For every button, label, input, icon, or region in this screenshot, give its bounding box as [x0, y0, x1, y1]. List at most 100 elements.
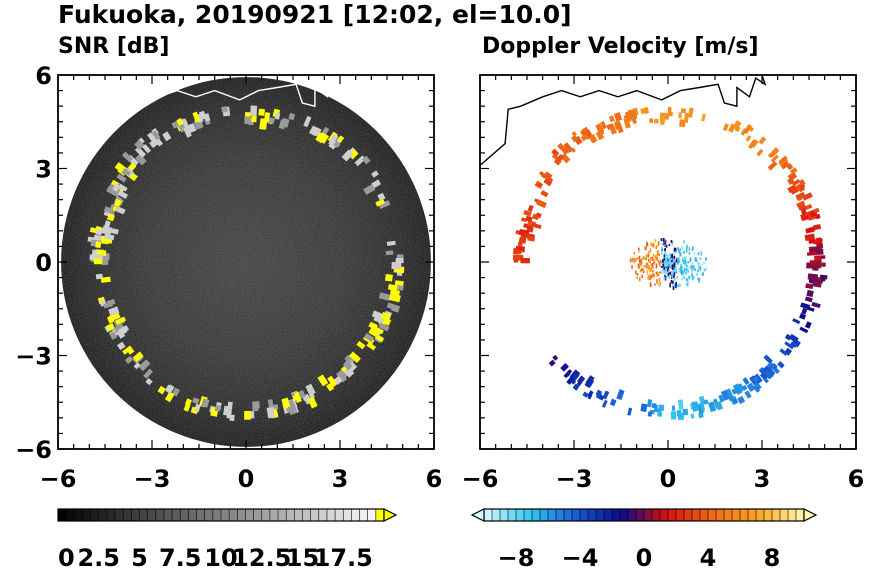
snr-colorbar-label: 7.5	[159, 544, 202, 570]
snr-noise-speckle	[61, 77, 431, 447]
dop-colorbar-cell	[548, 509, 557, 521]
coastline	[58, 75, 345, 166]
dop-colorbar-cell	[492, 509, 501, 521]
snr-xtick-label: 6	[426, 465, 443, 493]
snr-xtick-label: −3	[134, 465, 171, 493]
snr-colorbar-label: 15	[286, 544, 319, 570]
snr-colorbar-cell	[359, 509, 368, 521]
snr-panel-title: SNR [dB]	[58, 34, 170, 59]
snr-colorbar-cell	[66, 509, 75, 521]
snr-colorbar-cell	[131, 509, 140, 521]
dop-colorbar-cell	[780, 509, 789, 521]
snr-echo-ring	[87, 105, 405, 422]
snr-colorbar-cell	[351, 509, 360, 521]
snr-colorbar-cell	[106, 509, 116, 521]
snr-colorbar-label: 12.5	[232, 544, 291, 570]
snr-colorbar-cell	[375, 509, 385, 521]
dop-colorbar-cell	[796, 509, 805, 521]
snr-colorbar-max-arrow	[383, 508, 398, 522]
coastline	[480, 75, 767, 166]
snr-colorbar-label: 5	[131, 544, 148, 570]
dop-axes-frame	[479, 74, 857, 450]
snr-colorbar-cell	[74, 509, 83, 521]
dop-colorbar-cell	[500, 509, 509, 521]
figure-title: Fukuoka, 20190921 [12:02, el=10.0]	[58, 0, 572, 29]
dop-colorbar-cell	[588, 509, 597, 521]
snr-colorbar-cell	[245, 509, 254, 521]
snr-colorbar-label: 17.5	[314, 544, 373, 570]
dop-colorbar-cell	[556, 509, 565, 521]
dop-colorbar-cell	[740, 509, 749, 521]
dop-colorbar-cell	[668, 509, 677, 521]
dop-colorbar-cell	[508, 509, 517, 521]
dop-xtick-label: −6	[462, 465, 499, 493]
snr-colorbar-cell	[310, 509, 320, 521]
snr-colorbar-cell	[253, 509, 263, 521]
dop-colorbar-cell	[732, 509, 741, 521]
doppler-panel: −6 −3 0 3 6	[462, 74, 865, 493]
snr-colorbar-cell	[294, 509, 303, 521]
dop-colorbar-cell	[620, 509, 629, 521]
dop-colorbar-cell	[636, 509, 645, 521]
snr-ytick-label: −3	[15, 343, 52, 371]
snr-colorbar-cell	[318, 509, 328, 521]
snr-colorbar-cell	[367, 509, 377, 521]
snr-panel: −6 −3 0 3 6 6 3 0 −3 −6	[15, 62, 442, 493]
snr-colorbar-cell	[139, 509, 148, 521]
dop-colorbar-cell	[764, 509, 773, 521]
dop-colorbar-cell	[532, 509, 541, 521]
snr-colorbar-cell	[335, 509, 344, 521]
snr-colorbar-cell	[163, 509, 173, 521]
dop-xtick-label: −3	[556, 465, 593, 493]
snr-colorbar-cell	[204, 509, 214, 521]
snr-colorbar-label: 2.5	[77, 544, 120, 570]
dop-colorbar-cell	[700, 509, 709, 521]
snr-colorbar-cell	[180, 509, 189, 521]
dop-colorbar-cell	[772, 509, 781, 521]
dop-colorbar-cell	[708, 509, 717, 521]
snr-ytick-label: 6	[35, 62, 52, 90]
snr-colorbar-cell	[188, 509, 197, 521]
dop-xtick-label: 0	[660, 465, 677, 493]
dop-colorbar-cell	[684, 509, 693, 521]
snr-colorbar-cell	[237, 509, 246, 521]
snr-colorbar-cell	[278, 509, 287, 521]
snr-axes-frame	[57, 74, 435, 450]
snr-ytick-label: −6	[15, 436, 52, 464]
dop-colorbar-cell	[604, 509, 613, 521]
snr-colorbar-cell	[90, 509, 100, 521]
dop-colorbar-min-arrow	[470, 508, 485, 522]
dop-colorbar-cell	[788, 509, 797, 521]
snr-xtick-label: −6	[40, 465, 77, 493]
doppler-colorbar-label: −8	[498, 544, 535, 570]
dop-xtick-label: 6	[848, 465, 865, 493]
doppler-near-range-clutter	[629, 237, 707, 291]
snr-colorbar-cell	[155, 509, 165, 521]
snr-colorbar-cell	[326, 509, 336, 521]
doppler-colorbar: −8 −4 0 4 8	[470, 508, 818, 570]
snr-colorbar-cell	[261, 509, 271, 521]
snr-ytick-label: 0	[35, 249, 52, 277]
dop-colorbar-cell	[564, 509, 573, 521]
snr-colorbar-cell	[302, 509, 311, 521]
dop-colorbar-cell	[716, 509, 725, 521]
snr-colorbar-cell	[58, 509, 67, 521]
snr-colorbar-cell	[98, 509, 108, 521]
snr-colorbar-cell	[82, 509, 91, 521]
doppler-panel-title: Doppler Velocity [m/s]	[482, 34, 759, 59]
dop-colorbar-cell	[652, 509, 661, 521]
dop-colorbar-cell	[660, 509, 669, 521]
snr-xtick-label: 0	[238, 465, 255, 493]
snr-colorbar-cell	[212, 509, 222, 521]
snr-colorbar-cell	[147, 509, 157, 521]
snr-colorbar-cell	[123, 509, 132, 521]
doppler-colorbar-label: −4	[562, 544, 599, 570]
snr-colorbar-cell	[221, 509, 230, 521]
dop-colorbar-cell	[724, 509, 733, 521]
snr-xtick-label: 3	[332, 465, 349, 493]
doppler-colorbar-label: 8	[764, 544, 781, 570]
doppler-colorbar-label: 4	[700, 544, 717, 570]
snr-colorbar-cell	[343, 509, 352, 521]
dop-colorbar-cell	[572, 509, 581, 521]
